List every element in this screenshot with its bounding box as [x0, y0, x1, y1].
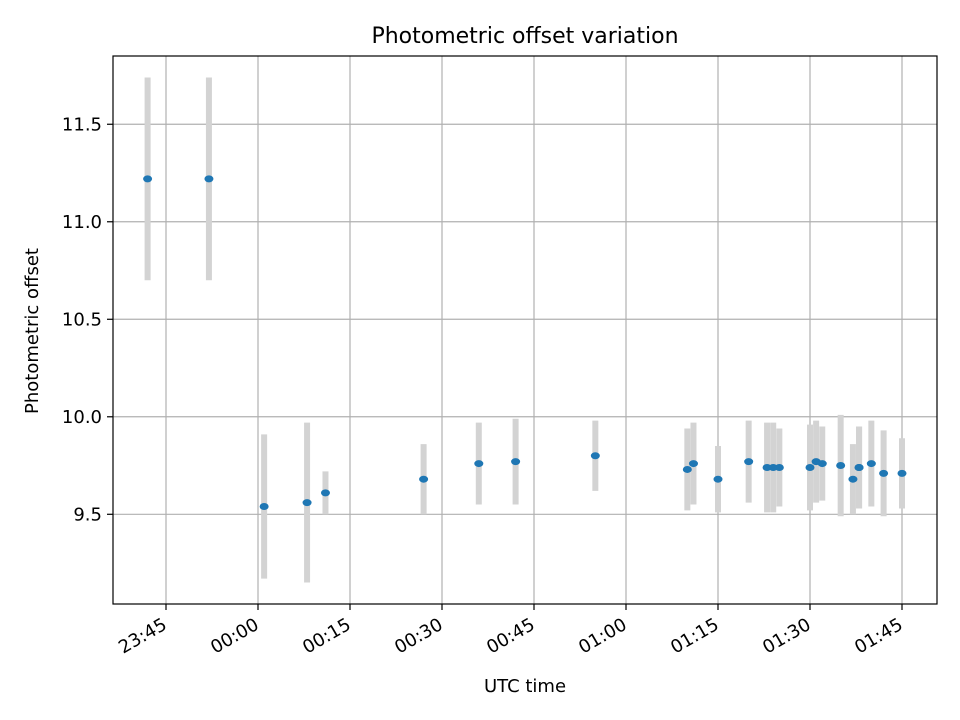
data-point: [143, 175, 153, 183]
plot-frame: [112, 55, 938, 605]
data-point: [805, 463, 815, 471]
y-axis-label: Photometric offset: [22, 248, 43, 414]
data-point: [836, 462, 846, 470]
data-point: [511, 458, 521, 466]
y-tick-label: 10.0: [62, 407, 102, 428]
data-point: [774, 463, 784, 471]
chart-title: Photometric offset variation: [371, 24, 678, 49]
y-axis: 9.5 10.0 10.5 11.0 11.5: [62, 114, 113, 525]
y-tick-label: 9.5: [73, 504, 102, 525]
y-tick-label: 10.5: [62, 309, 102, 330]
data-point: [320, 489, 330, 497]
data-point: [866, 460, 876, 468]
y-tick-label: 11.0: [62, 212, 102, 233]
data-point: [897, 469, 907, 477]
data-point: [713, 475, 723, 483]
data-point: [590, 452, 600, 460]
data-points: [143, 175, 907, 510]
data-point: [854, 463, 864, 471]
data-point: [259, 502, 269, 510]
data-point: [204, 175, 214, 183]
data-point: [682, 465, 692, 473]
grid: [113, 56, 937, 604]
x-axis-label: UTC time: [484, 676, 566, 697]
data-point: [688, 460, 698, 468]
data-point: [879, 469, 889, 477]
data-point: [419, 475, 429, 483]
data-point: [474, 460, 484, 468]
y-tick-label: 11.5: [62, 114, 102, 135]
data-point: [848, 475, 858, 483]
data-point: [744, 458, 754, 466]
data-point: [302, 499, 312, 507]
data-point: [817, 460, 827, 468]
